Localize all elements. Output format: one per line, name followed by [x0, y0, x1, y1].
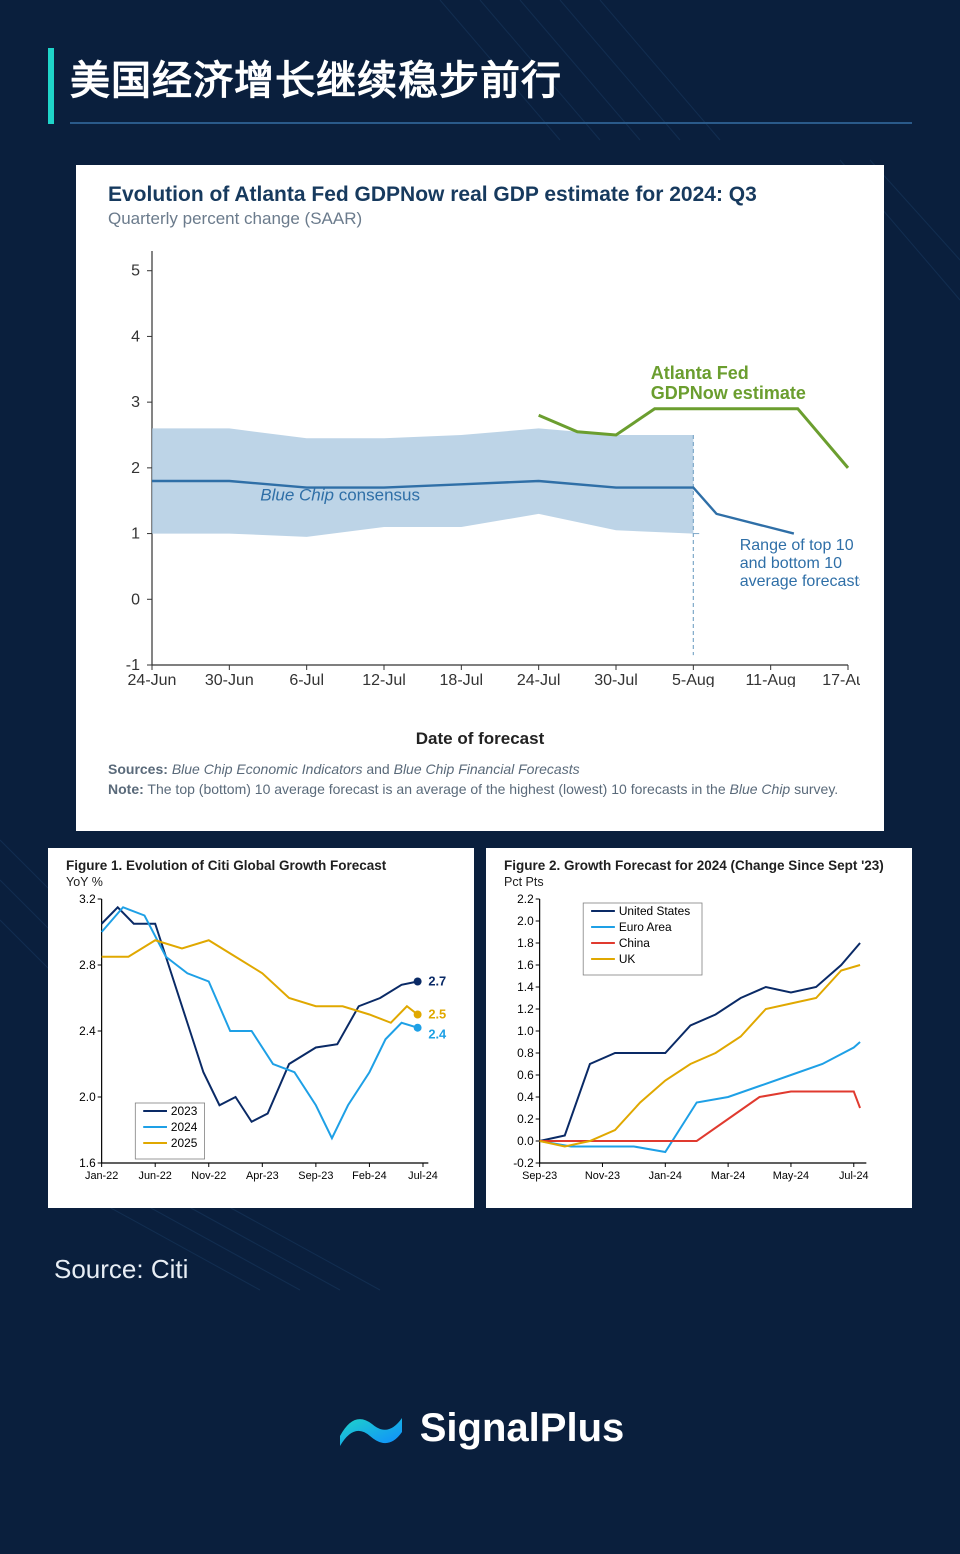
svg-text:Jan-24: Jan-24	[649, 1170, 682, 1182]
svg-text:0.6: 0.6	[517, 1068, 534, 1082]
svg-text:Euro Area: Euro Area	[619, 920, 672, 934]
svg-text:24-Jun: 24-Jun	[128, 672, 177, 687]
brand-logo: SignalPlus	[0, 1402, 960, 1454]
chart-citi-global-panel: Figure 1. Evolution of Citi Global Growt…	[48, 848, 474, 1208]
svg-text:2.0: 2.0	[79, 1090, 96, 1104]
svg-text:Sep-23: Sep-23	[522, 1170, 557, 1182]
page-header: 美国经济增长继续稳步前行	[48, 48, 912, 124]
brand-name: SignalPlus	[420, 1406, 625, 1451]
chart1-subtitle: Quarterly percent change (SAAR)	[76, 209, 884, 239]
svg-text:24-Jul: 24-Jul	[517, 672, 561, 687]
svg-text:Apr-23: Apr-23	[246, 1170, 279, 1182]
chart-gdpnow-panel: Evolution of Atlanta Fed GDPNow real GDP…	[76, 165, 884, 831]
svg-text:2.7: 2.7	[428, 973, 446, 988]
svg-text:1.8: 1.8	[517, 936, 534, 950]
svg-text:and bottom 10: and bottom 10	[740, 555, 842, 572]
svg-text:Jan-22: Jan-22	[85, 1170, 118, 1182]
svg-text:1.6: 1.6	[79, 1156, 96, 1170]
svg-text:average forecasts: average forecasts	[740, 573, 860, 590]
svg-text:Atlanta Fed: Atlanta Fed	[651, 363, 749, 383]
svg-text:2: 2	[131, 460, 140, 477]
svg-text:3.2: 3.2	[79, 893, 96, 906]
chart3-title: Figure 2. Growth Forecast for 2024 (Chan…	[486, 848, 912, 875]
svg-text:2025: 2025	[171, 1136, 198, 1150]
svg-text:1.6: 1.6	[517, 958, 534, 972]
chart2-ylabel: YoY %	[48, 875, 474, 889]
svg-text:2.5: 2.5	[428, 1006, 446, 1021]
svg-text:Sep-23: Sep-23	[298, 1170, 333, 1182]
svg-text:China: China	[619, 936, 650, 950]
svg-text:0.8: 0.8	[517, 1046, 534, 1060]
brand-icon	[336, 1402, 406, 1454]
svg-text:Blue Chip consensus: Blue Chip consensus	[260, 486, 420, 505]
chart2-plot: 1.6 2.0 2.4 2.8 3.2 Jan-22 Jun-22 Nov-22 Apr-23 S…	[66, 893, 462, 1183]
svg-text:Jul-24: Jul-24	[408, 1170, 438, 1182]
chart1-xlabel: Date of forecast	[76, 729, 884, 749]
svg-text:1.2: 1.2	[517, 1002, 534, 1016]
svg-text:UK: UK	[619, 952, 636, 966]
chart-forecast-change-panel: Figure 2. Growth Forecast for 2024 (Chan…	[486, 848, 912, 1208]
svg-text:12-Jul: 12-Jul	[362, 672, 406, 687]
svg-text:United States: United States	[619, 904, 690, 918]
svg-text:2023: 2023	[171, 1104, 198, 1118]
svg-text:5: 5	[131, 263, 140, 280]
chart1-footer: Sources: Blue Chip Economic Indicators a…	[76, 749, 884, 800]
svg-text:0.4: 0.4	[517, 1090, 534, 1104]
svg-text:4: 4	[131, 328, 140, 345]
svg-text:2.4: 2.4	[428, 1026, 447, 1041]
svg-text:Nov-23: Nov-23	[585, 1170, 620, 1182]
chart-row: Figure 1. Evolution of Citi Global Growt…	[48, 848, 912, 1208]
svg-text:0.2: 0.2	[517, 1112, 534, 1126]
svg-text:17-Aug: 17-Aug	[822, 672, 860, 687]
svg-text:2.2: 2.2	[517, 893, 534, 906]
svg-text:3: 3	[131, 394, 140, 411]
svg-text:Jun-22: Jun-22	[139, 1170, 172, 1182]
svg-text:18-Jul: 18-Jul	[440, 672, 484, 687]
svg-text:2024: 2024	[171, 1120, 198, 1134]
svg-text:1: 1	[131, 526, 140, 543]
svg-text:1.0: 1.0	[517, 1024, 534, 1038]
svg-text:1.4: 1.4	[517, 980, 534, 994]
svg-text:2.4: 2.4	[79, 1024, 96, 1038]
svg-text:30-Jul: 30-Jul	[594, 672, 638, 687]
svg-text:5-Aug: 5-Aug	[672, 672, 715, 687]
chart3-ylabel: Pct Pts	[486, 875, 912, 889]
chart1-title: Evolution of Atlanta Fed GDPNow real GDP…	[76, 165, 884, 209]
svg-text:Range of top 10: Range of top 10	[740, 537, 854, 554]
svg-text:GDPNow estimate: GDPNow estimate	[651, 383, 806, 403]
svg-text:6-Jul: 6-Jul	[289, 672, 324, 687]
chart1-plot: -101234524-Jun30-Jun6-Jul12-Jul18-Jul24-…	[108, 247, 860, 687]
svg-text:Nov-22: Nov-22	[191, 1170, 226, 1182]
svg-text:-0.2: -0.2	[513, 1156, 534, 1170]
chart2-title: Figure 1. Evolution of Citi Global Growt…	[48, 848, 474, 875]
svg-text:0.0: 0.0	[517, 1134, 534, 1148]
svg-text:Mar-24: Mar-24	[711, 1170, 745, 1182]
page-title: 美国经济增长继续稳步前行	[70, 48, 912, 124]
svg-text:2.0: 2.0	[517, 914, 534, 928]
svg-text:Feb-24: Feb-24	[352, 1170, 386, 1182]
svg-text:2.8: 2.8	[79, 958, 96, 972]
svg-text:11-Aug: 11-Aug	[745, 672, 795, 687]
svg-text:May-24: May-24	[773, 1170, 809, 1182]
source-label: Source: Citi	[54, 1254, 188, 1285]
svg-text:Jul-24: Jul-24	[839, 1170, 869, 1182]
svg-text:0: 0	[131, 591, 140, 608]
chart3-plot: -0.2 0.0 0.2 0.4 0.6 0.8 1.0 1.2 1.4 1.6 1.8 2.0 2.2…	[504, 893, 900, 1183]
svg-text:30-Jun: 30-Jun	[205, 672, 254, 687]
